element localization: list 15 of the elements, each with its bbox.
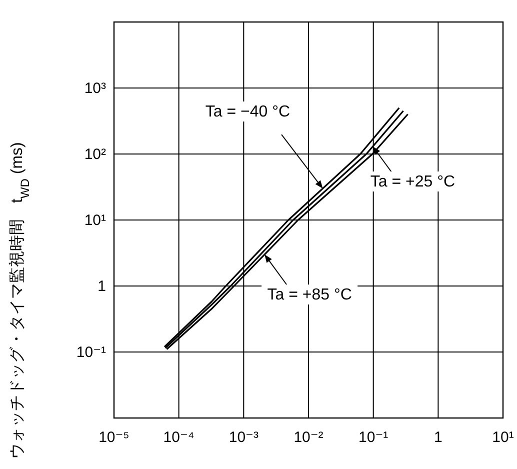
x-tick-label: 10⁻⁵ <box>98 429 130 446</box>
annotation: Ta = +25 °C <box>370 173 456 190</box>
annotation: Ta = +85 °C <box>267 286 352 304</box>
y-tick-label: 10⁻¹ <box>76 344 106 361</box>
y-tick-label: 10² <box>84 146 106 163</box>
y-tick-label: 10¹ <box>84 212 106 229</box>
x-tick-label: 10⁻² <box>294 429 324 446</box>
x-tick-label: 10⁻¹ <box>358 429 388 446</box>
y-tick-label: 1 <box>98 278 106 295</box>
y-tick-label: 10³ <box>84 80 106 97</box>
x-tick-label: 10⁻⁴ <box>163 429 194 446</box>
x-tick-label: 10⁻³ <box>228 429 258 446</box>
annotation: Ta = −40 °C <box>205 104 290 121</box>
x-tick-label: 1 <box>434 429 442 446</box>
x-tick-label: 10¹ <box>492 429 514 446</box>
